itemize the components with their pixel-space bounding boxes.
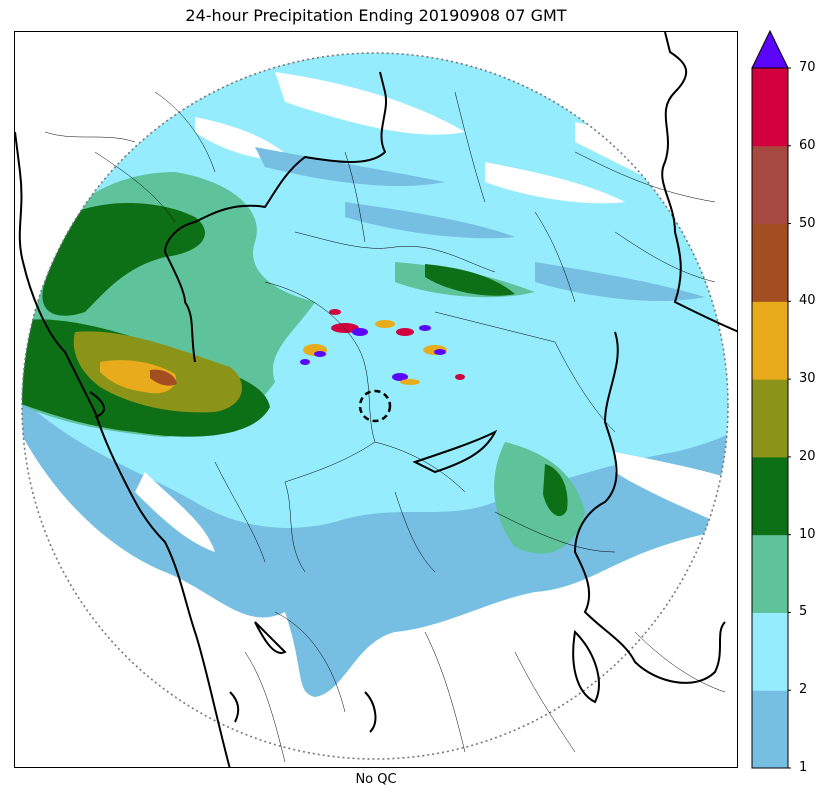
radar-map-panel bbox=[14, 31, 738, 768]
radar-range-ring bbox=[21, 52, 729, 760]
colorbar-segment bbox=[752, 379, 788, 458]
colorbar-segment bbox=[752, 456, 788, 536]
dry-gap bbox=[485, 162, 625, 204]
precip-band bbox=[535, 262, 705, 302]
precip-region-30-40 bbox=[100, 360, 176, 394]
district-boundaries bbox=[44, 91, 726, 763]
qc-label: No QC bbox=[355, 772, 397, 787]
colorbar-segment bbox=[752, 145, 788, 225]
colorbar-tick-label: 40 bbox=[799, 293, 816, 309]
precip-band bbox=[345, 202, 515, 239]
precip-region-10-20 bbox=[543, 464, 568, 517]
precip-band bbox=[255, 147, 445, 187]
colorbar-segment bbox=[752, 690, 788, 769]
precip-band bbox=[225, 552, 375, 586]
colorbar-tick-label: 70 bbox=[799, 60, 816, 75]
radar-site-marker bbox=[358, 389, 392, 423]
dry-gap bbox=[275, 72, 465, 135]
colorbar-segment bbox=[752, 534, 788, 613]
map-title: 24-hour Precipitation Ending 20190908 07… bbox=[185, 6, 567, 25]
convective-cells bbox=[300, 309, 465, 385]
colorbar-tick-label: 50 bbox=[799, 215, 816, 231]
colorbar-tick-label: 20 bbox=[799, 448, 816, 464]
colorbar bbox=[751, 30, 791, 769]
colorbar-tick-label: 5 bbox=[799, 604, 808, 620]
colorbar-extend-arrow bbox=[751, 30, 789, 69]
radar-precip-map bbox=[15, 32, 737, 767]
colorbar-segment bbox=[752, 68, 788, 147]
colorbar-segment bbox=[752, 223, 788, 302]
precip-region-10-20 bbox=[425, 264, 515, 296]
state-boundaries bbox=[15, 32, 737, 767]
colorbar-tick-label: 60 bbox=[799, 137, 816, 153]
precip-region-5-10 bbox=[494, 442, 585, 554]
colorbar-tick-label: 30 bbox=[799, 371, 816, 387]
precip-region-10-20 bbox=[42, 202, 206, 316]
colorbar-tick-label: 10 bbox=[799, 526, 816, 542]
precip-field bbox=[22, 53, 728, 759]
precip-region-40-50 bbox=[150, 369, 177, 386]
colorbar-tick-label: 2 bbox=[799, 682, 808, 698]
colorbar-tick-label: 1 bbox=[799, 760, 808, 775]
colorbar-segment bbox=[752, 301, 788, 380]
colorbar-segment bbox=[752, 612, 788, 691]
dry-gap bbox=[615, 452, 728, 532]
dry-gap bbox=[135, 472, 215, 552]
